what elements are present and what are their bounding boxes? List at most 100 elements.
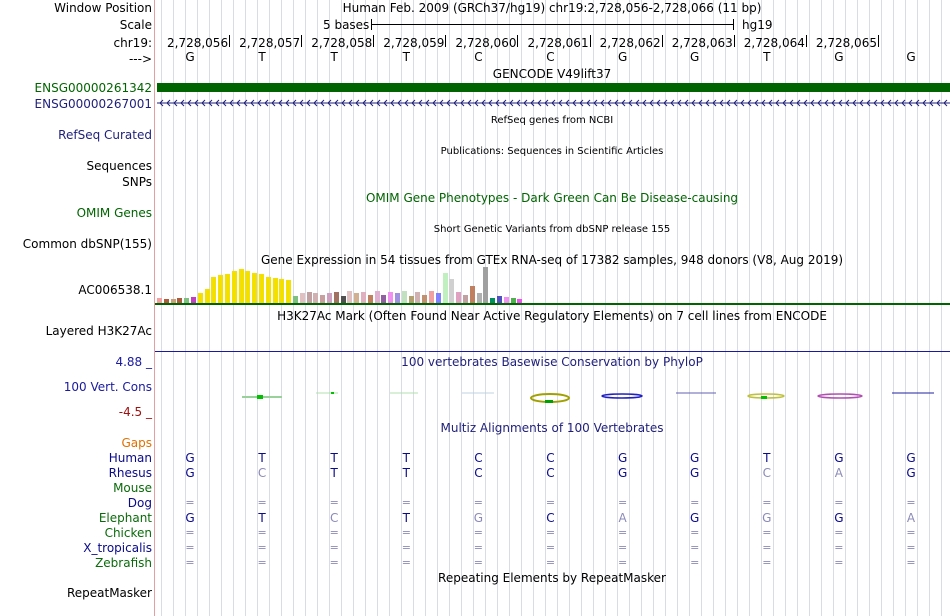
grid-line [545, 0, 546, 616]
track-label-refseq[interactable]: RefSeq Curated [58, 128, 152, 142]
gtex-bar[interactable] [170, 299, 176, 303]
gtex-bar[interactable] [340, 296, 346, 303]
gtex-bar[interactable] [191, 297, 196, 303]
alignment-base: = [257, 496, 267, 509]
track-title-h3k27ac: H3K27Ac Mark (Often Found Near Active Re… [277, 309, 827, 323]
track-label-cons[interactable]: 100 Vert. Cons [63, 380, 152, 394]
gtex-bar[interactable] [265, 277, 271, 303]
gtex-bar[interactable] [490, 298, 496, 303]
strand-chevron [481, 99, 486, 107]
gtex-bar[interactable] [388, 292, 394, 303]
gtex-bar[interactable] [401, 291, 407, 303]
gtex-bar[interactable] [286, 280, 292, 303]
gtex-bar[interactable] [238, 269, 244, 303]
gtex-bar[interactable] [231, 271, 237, 303]
gtex-bar[interactable] [157, 298, 162, 303]
gtex-bar[interactable] [415, 292, 421, 303]
track-title-multiz: Multiz Alignments of 100 Vertebrates [440, 421, 664, 435]
species-label[interactable]: Elephant [98, 511, 152, 525]
gtex-bar[interactable] [429, 291, 434, 303]
grid-line [161, 0, 162, 616]
gtex-bar[interactable] [408, 296, 414, 303]
species-label[interactable]: Chicken [104, 526, 152, 540]
alignment-base: = [401, 556, 411, 569]
gtex-bar[interactable] [497, 296, 502, 303]
species-label[interactable]: Rhesus [108, 466, 152, 480]
strand-chevron [215, 99, 220, 107]
track-label-gene1[interactable]: ENSG00000261342 [34, 81, 152, 95]
track-label-gaps[interactable]: Gaps [121, 436, 152, 450]
gtex-bar[interactable] [225, 274, 230, 303]
alignment-base: G [834, 451, 844, 465]
gtex-bar[interactable] [306, 292, 312, 303]
gtex-bar[interactable] [435, 293, 441, 303]
alignment-base: C [257, 466, 267, 480]
species-label[interactable]: X_tropicalis [83, 541, 152, 555]
gtex-bar[interactable] [463, 295, 468, 303]
track-label-dbsnp[interactable]: Common dbSNP(155) [22, 237, 152, 251]
gtex-bar[interactable] [299, 293, 305, 303]
species-label[interactable]: Human [108, 451, 152, 465]
gtex-bar[interactable] [374, 291, 380, 303]
gtex-bar[interactable] [245, 271, 251, 303]
gtex-bar[interactable] [272, 278, 278, 303]
strand-chevron [285, 99, 290, 107]
strand-chevron [796, 99, 801, 107]
gtex-bar[interactable] [361, 292, 366, 303]
gtex-bar[interactable] [252, 273, 258, 303]
gtex-bar[interactable] [517, 299, 523, 303]
track-label-gtex[interactable]: AC006538.1 [78, 283, 152, 297]
strand-chevron [600, 99, 605, 107]
gtex-bar[interactable] [510, 298, 516, 303]
gtex-bar[interactable] [259, 274, 264, 303]
gtex-bar[interactable] [395, 293, 400, 303]
gtex-bar[interactable] [197, 293, 203, 303]
gtex-bar[interactable] [204, 289, 210, 303]
gtex-bar[interactable] [313, 293, 319, 303]
gtex-bar[interactable] [381, 295, 387, 303]
gtex-bar[interactable] [483, 267, 489, 303]
gtex-bar[interactable] [279, 279, 285, 303]
gtex-bar[interactable] [163, 299, 169, 303]
alignment-base: = [690, 496, 700, 509]
gtex-bar[interactable] [422, 295, 428, 303]
track-label-h3k27ac[interactable]: Layered H3K27Ac [45, 324, 152, 338]
grid-line [569, 0, 570, 616]
track-label-snps[interactable]: SNPs [122, 175, 152, 189]
gtex-bar[interactable] [449, 279, 455, 303]
track-label-sequences[interactable]: Sequences [86, 159, 152, 173]
species-label[interactable]: Dog [127, 496, 152, 510]
gtex-bar[interactable] [177, 298, 183, 303]
gtex-bar[interactable] [333, 292, 339, 303]
alignment-base: = [762, 496, 772, 509]
gtex-bar[interactable] [293, 296, 298, 303]
gtex-bar[interactable] [503, 297, 509, 303]
strand-chevron [649, 99, 654, 107]
gtex-bar[interactable] [476, 293, 482, 303]
gtex-bar[interactable] [327, 293, 332, 303]
grid-line [809, 0, 810, 616]
gtex-bar[interactable] [347, 291, 353, 303]
gtex-bar[interactable] [469, 286, 475, 303]
gtex-bar[interactable] [442, 273, 448, 303]
gtex-bar[interactable] [184, 298, 190, 303]
species-label[interactable]: Mouse [113, 481, 152, 495]
track-label-omim[interactable]: OMIM Genes [76, 206, 152, 220]
track-label-gene2[interactable]: ENSG00000267001 [34, 97, 152, 111]
track-label-repeatmasker[interactable]: RepeatMasker [66, 586, 152, 600]
gene1-feature-bar[interactable] [157, 83, 950, 92]
gtex-bar[interactable] [367, 295, 373, 303]
gtex-bar[interactable] [218, 275, 224, 303]
gtex-bar[interactable] [320, 295, 326, 303]
species-label[interactable]: Zebrafish [95, 556, 152, 570]
grid-line [245, 0, 246, 616]
gtex-bar[interactable] [211, 277, 217, 303]
grid-line [209, 0, 210, 616]
strand-chevron [670, 99, 675, 107]
alignment-base: G [473, 511, 484, 525]
gtex-bar[interactable] [456, 292, 462, 303]
gtex-bar[interactable] [354, 293, 360, 303]
